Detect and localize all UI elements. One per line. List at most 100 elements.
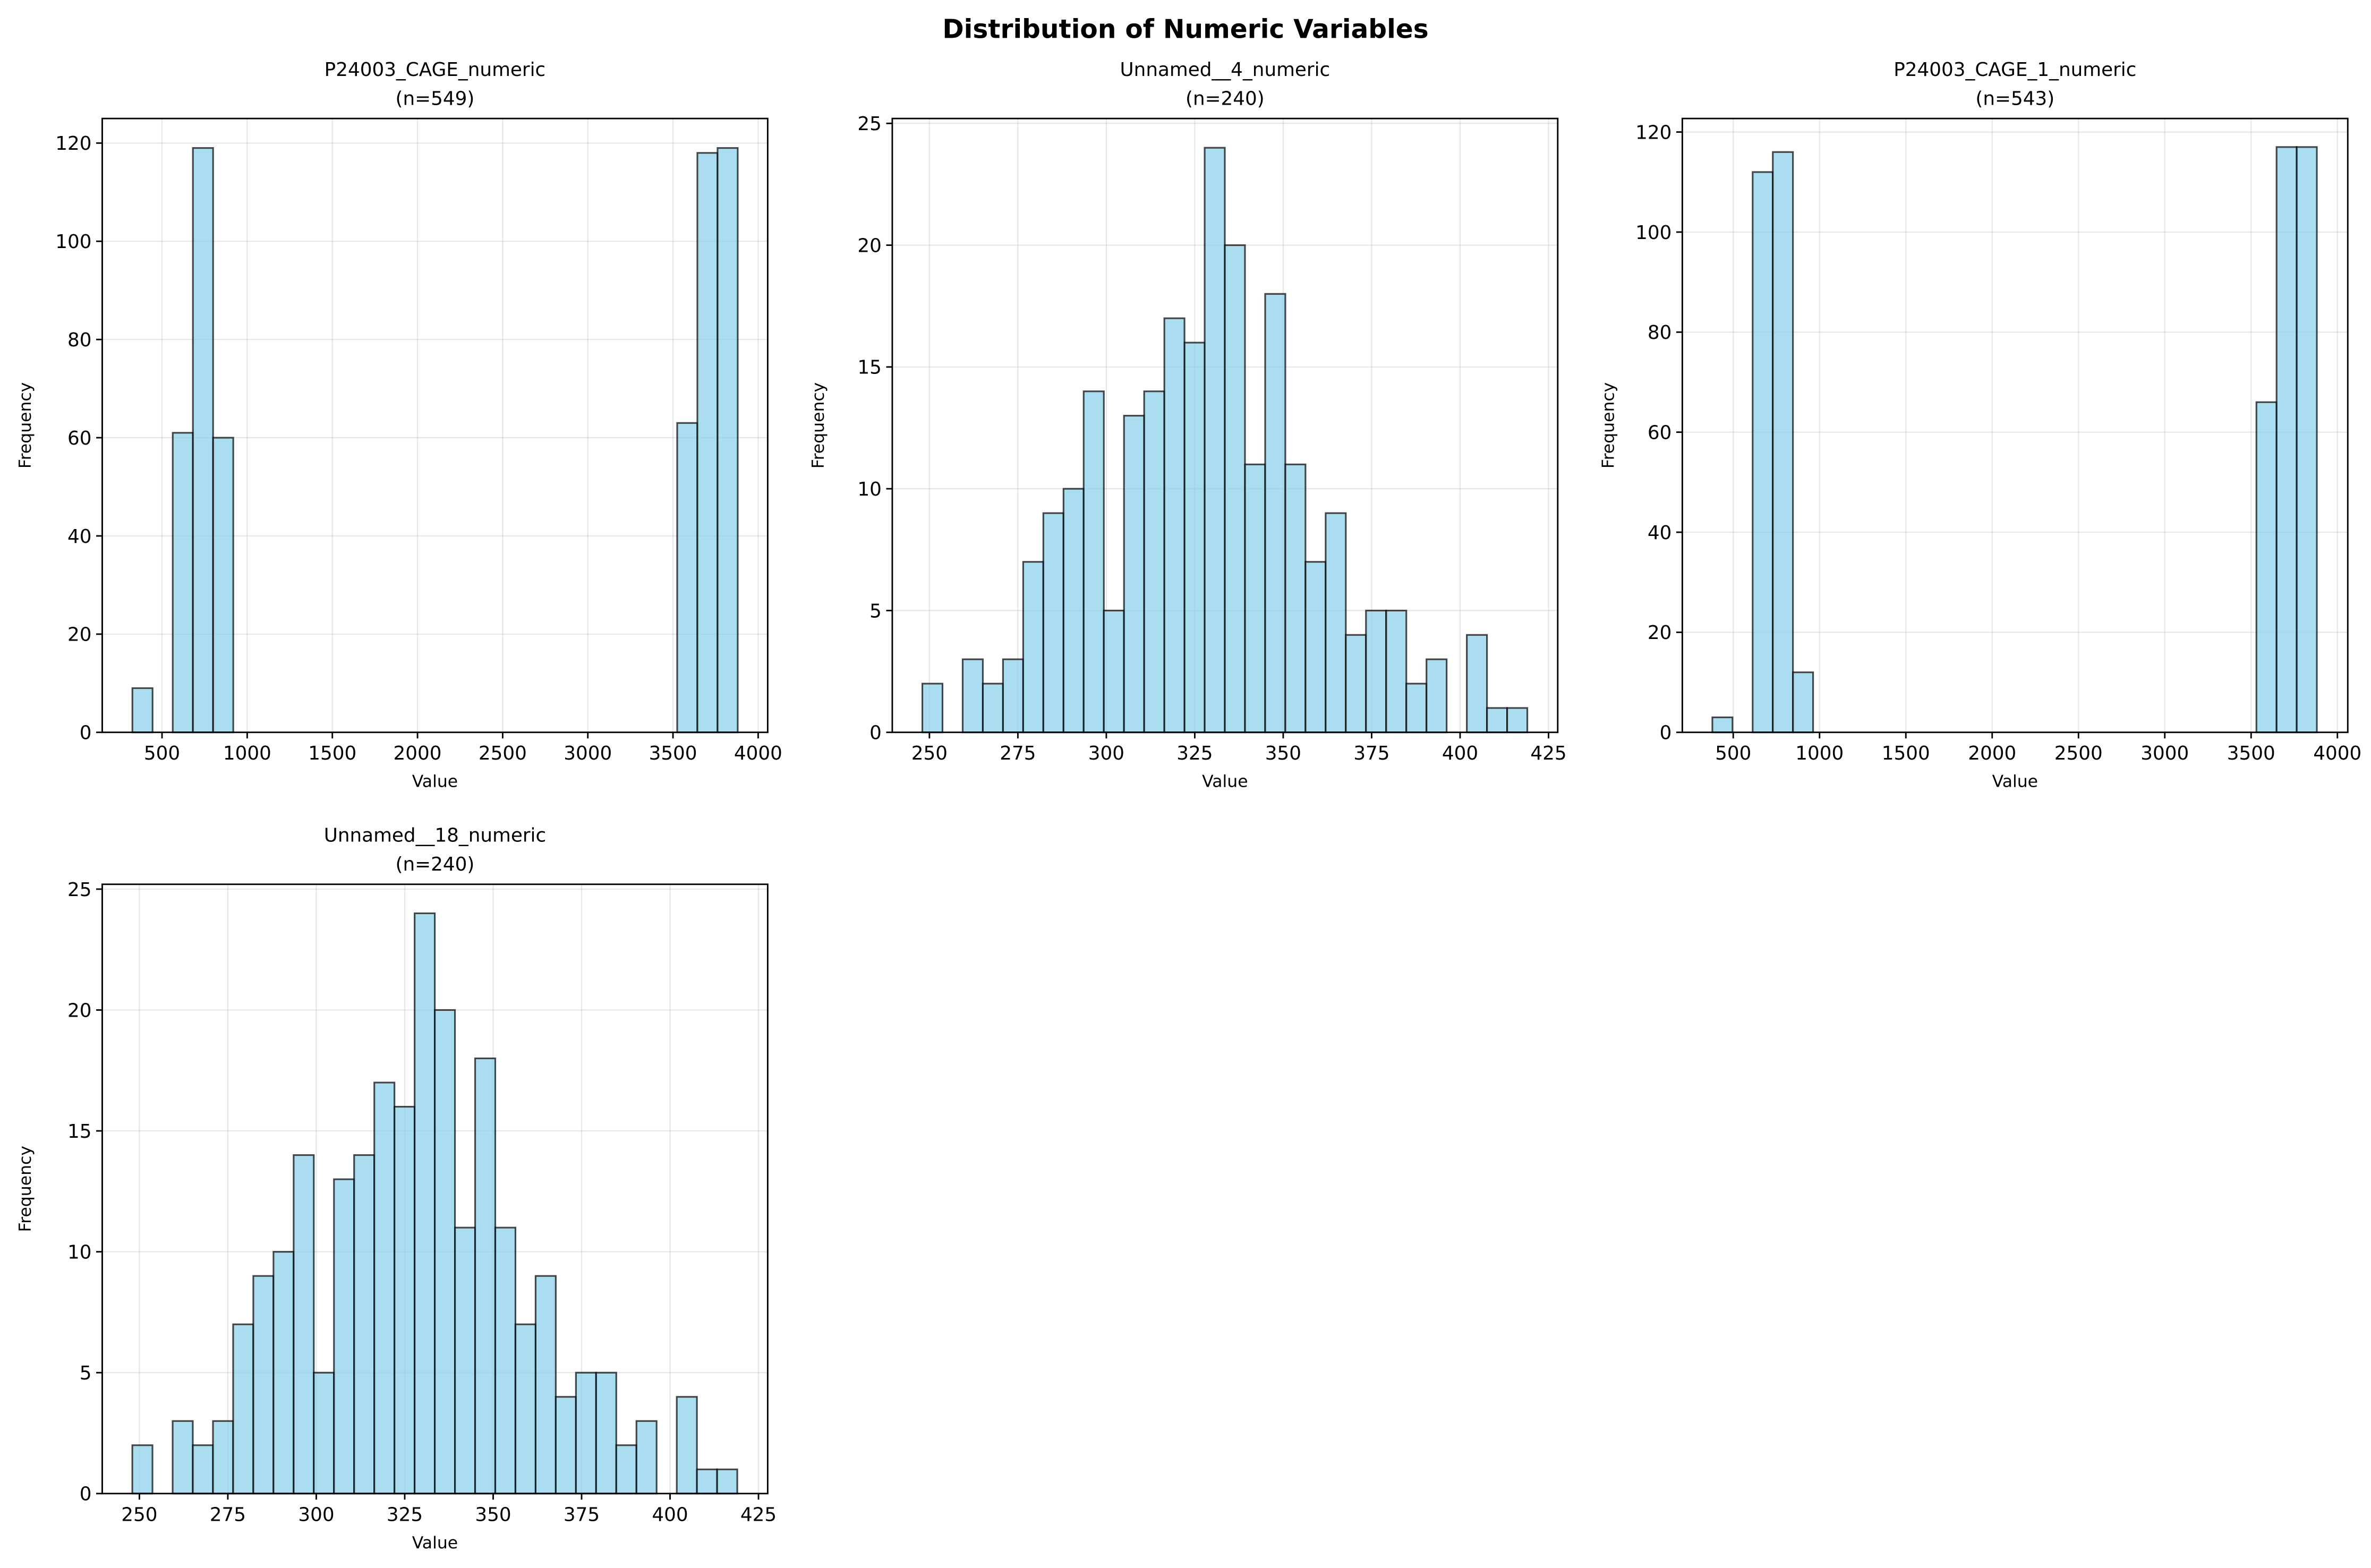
y-tick-label: 15 xyxy=(67,1121,91,1143)
y-tick-label: 5 xyxy=(869,600,882,622)
histogram-bar xyxy=(454,1226,476,1495)
y-axis-label: Frequency xyxy=(1599,382,1618,469)
y-tick-label: 80 xyxy=(1648,322,1671,344)
y-tick-label: 100 xyxy=(55,231,91,253)
y-tick-label: 20 xyxy=(857,235,882,257)
subplot-title: Unnamed__18_numeric xyxy=(324,825,546,847)
y-tick-label: 15 xyxy=(857,357,882,379)
histogram-bar xyxy=(434,1009,456,1495)
histogram-bar xyxy=(2255,401,2278,734)
subplot-2: 250 275 300 325 350 375 400 425 0 5 10 15 20 25 Unname… xyxy=(809,59,1566,791)
x-tick-label: 400 xyxy=(652,1504,688,1526)
histogram-bar xyxy=(575,1371,597,1495)
y-tick-label: 25 xyxy=(857,113,882,135)
histogram-bar xyxy=(1123,415,1145,734)
histogram-bar xyxy=(333,1178,355,1495)
x-tick-label: 2000 xyxy=(394,743,442,764)
histogram-bar xyxy=(1284,463,1307,734)
x-tick-label: 425 xyxy=(1530,743,1566,764)
x-tick-label: 425 xyxy=(740,1504,777,1526)
histogram-bar xyxy=(1244,463,1266,734)
histogram-bar xyxy=(1325,512,1347,734)
x-tick-label: 275 xyxy=(210,1504,246,1526)
histogram-bar xyxy=(1486,707,1508,734)
subplot-title: Unnamed__4_numeric xyxy=(1120,59,1331,81)
subplot-subtitle: (n=549) xyxy=(396,88,475,109)
histogram-bar xyxy=(353,1154,376,1495)
histogram-bar xyxy=(172,432,194,734)
histogram-bar xyxy=(1345,634,1367,734)
histogram-bar xyxy=(1082,390,1105,734)
histogram-bar xyxy=(131,687,153,734)
subplot-4: 250 275 300 325 350 375 400 425 0 5 10 15 20 25 Unname… xyxy=(16,825,777,1553)
x-tick-label: 350 xyxy=(1265,743,1301,764)
histogram-bar xyxy=(1143,390,1165,734)
x-tick-label: 2000 xyxy=(1968,743,2016,764)
axes-frame xyxy=(891,117,1559,734)
histogram-bar xyxy=(534,1275,557,1495)
x-tick-label: 300 xyxy=(1088,743,1124,764)
histogram-bar xyxy=(961,658,984,734)
histogram-bar xyxy=(717,147,739,734)
histogram-bar xyxy=(1365,609,1387,734)
histogram-bar xyxy=(1062,488,1085,734)
histogram-bar xyxy=(1792,671,1814,734)
x-tick-label: 1500 xyxy=(1882,743,1930,764)
histogram-bar xyxy=(373,1081,396,1495)
y-tick-label: 0 xyxy=(80,722,92,744)
subplot-3: 500 1000 1500 2000 2500 3000 3500 4000 0 20 40 60 80… xyxy=(1599,59,2362,791)
figure-title: Distribution of Numeric Variables xyxy=(942,15,1428,45)
y-tick-label: 100 xyxy=(1635,222,1671,244)
x-axis-label: Value xyxy=(1202,772,1248,791)
y-axis-label: Frequency xyxy=(16,382,35,469)
histogram-bar xyxy=(1103,609,1125,734)
histogram-bar xyxy=(514,1323,537,1495)
histogram-bar xyxy=(1163,317,1186,734)
x-tick-label: 2500 xyxy=(2054,743,2103,764)
x-tick-label: 3500 xyxy=(2227,743,2275,764)
x-tick-label: 250 xyxy=(121,1504,157,1526)
x-tick-label: 1000 xyxy=(223,743,271,764)
histogram-bar xyxy=(172,1420,194,1495)
subplot-title: P24003_CAGE_1_numeric xyxy=(1894,59,2136,81)
subplot-subtitle: (n=240) xyxy=(396,854,475,875)
histogram-bar xyxy=(1204,147,1226,734)
y-tick-label: 80 xyxy=(67,329,91,351)
y-axis-label: Frequency xyxy=(16,1146,35,1232)
y-tick-label: 120 xyxy=(1635,122,1671,143)
x-tick-label: 275 xyxy=(1000,743,1036,764)
histogram-bar xyxy=(615,1444,637,1495)
histogram-bar xyxy=(1002,658,1024,734)
subplot-subtitle: (n=240) xyxy=(1186,88,1265,109)
histogram-bar xyxy=(555,1396,577,1495)
histogram-bar xyxy=(1711,716,1734,734)
x-tick-label: 300 xyxy=(298,1504,334,1526)
histogram-bar xyxy=(131,1444,153,1495)
axes-frame xyxy=(1681,117,2349,734)
y-tick-label: 20 xyxy=(67,1000,91,1021)
histogram-bar xyxy=(1772,151,1794,734)
histogram-bar xyxy=(1042,512,1064,734)
y-tick-label: 25 xyxy=(67,879,91,901)
x-tick-label: 375 xyxy=(1353,743,1389,764)
histogram-bar xyxy=(1405,683,1428,734)
histogram-bar xyxy=(474,1057,497,1495)
x-tick-label: 325 xyxy=(1176,743,1213,764)
x-tick-label: 3000 xyxy=(2140,743,2189,764)
x-tick-label: 2500 xyxy=(479,743,527,764)
y-tick-label: 60 xyxy=(67,428,91,449)
y-tick-label: 120 xyxy=(55,133,91,155)
y-tick-label: 20 xyxy=(1648,622,1671,644)
histogram-bar xyxy=(1752,171,1774,734)
histogram-bar xyxy=(313,1371,335,1495)
y-tick-label: 60 xyxy=(1648,422,1671,444)
x-tick-label: 1500 xyxy=(308,743,356,764)
histogram-bar xyxy=(635,1420,658,1495)
y-tick-label: 40 xyxy=(1648,522,1671,544)
x-tick-label: 3500 xyxy=(649,743,697,764)
histogram-bar xyxy=(716,1468,738,1495)
histogram-bar xyxy=(1466,634,1488,734)
histogram-bar xyxy=(192,1444,214,1495)
histogram-bar xyxy=(232,1323,254,1495)
